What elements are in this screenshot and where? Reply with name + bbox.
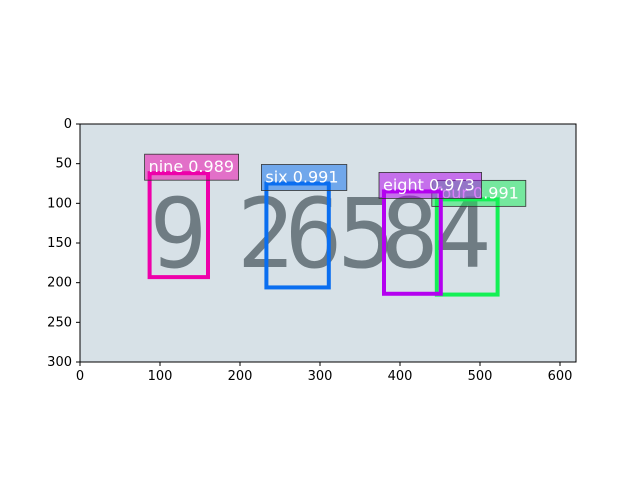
detection-label-six: six 0.991	[265, 168, 338, 187]
y-tick-label: 200	[47, 276, 72, 291]
image-digit: 9	[150, 178, 208, 290]
y-axis: 0 50 100 150 200 250 300	[47, 117, 80, 370]
x-axis: 0 100 200 300 400 500 600	[76, 362, 573, 384]
y-tick-label: 50	[55, 157, 72, 172]
y-tick-label: 250	[47, 315, 72, 330]
detection-label-bg-eight	[378, 172, 482, 199]
y-tick-label: 0	[64, 117, 72, 132]
x-tick-label: 0	[76, 369, 84, 384]
y-tick-label: 150	[47, 236, 72, 251]
x-tick-label: 500	[468, 369, 493, 384]
detection-label-nine: nine 0.989	[149, 157, 234, 176]
x-tick-label: 200	[228, 369, 253, 384]
x-tick-label: 300	[308, 369, 333, 384]
detection-label-bg-nine	[144, 153, 240, 181]
x-tick-label: 100	[148, 369, 173, 384]
image-digit: 6	[285, 178, 343, 290]
y-tick-label: 300	[47, 355, 72, 370]
detection-label-bg-six	[260, 164, 348, 191]
y-tick-label: 100	[47, 196, 72, 211]
detection-label-eight: eight 0.973	[383, 175, 475, 194]
x-tick-label: 400	[388, 369, 413, 384]
x-tick-label: 600	[548, 369, 573, 384]
